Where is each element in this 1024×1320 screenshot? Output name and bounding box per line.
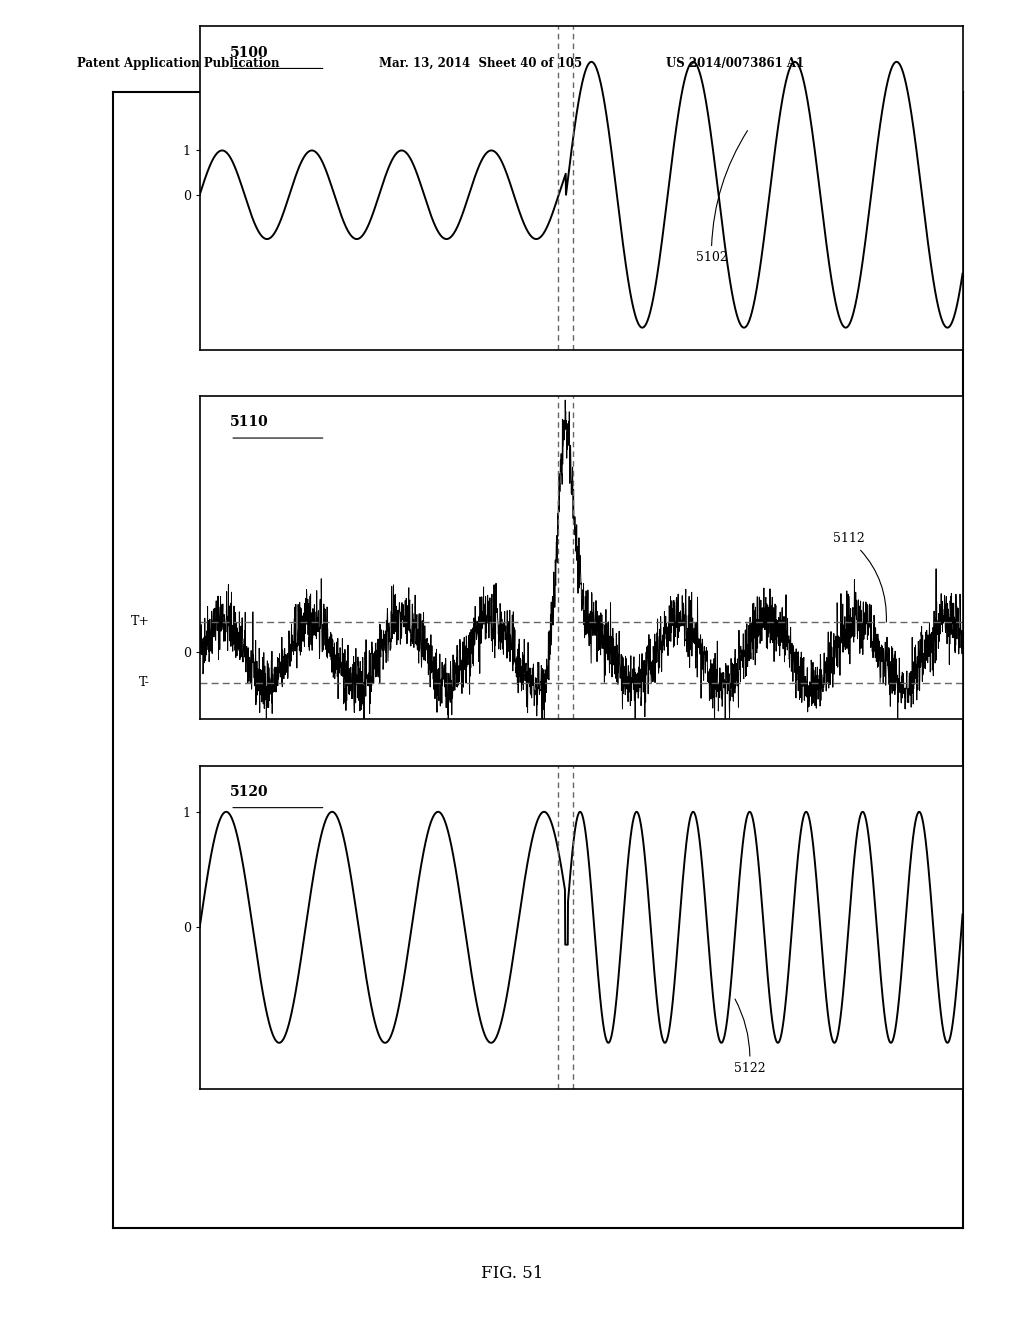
Text: FIG. 51: FIG. 51	[481, 1265, 543, 1282]
Text: 5100: 5100	[230, 46, 269, 59]
Text: US 2014/0073861 A1: US 2014/0073861 A1	[666, 57, 804, 70]
Text: 5112: 5112	[833, 532, 887, 622]
Text: T+: T+	[131, 615, 151, 628]
Text: 5110: 5110	[230, 416, 269, 429]
Text: Patent Application Publication: Patent Application Publication	[77, 57, 280, 70]
Text: T-: T-	[139, 676, 151, 689]
Text: 5122: 5122	[733, 999, 765, 1074]
Text: 5120: 5120	[230, 785, 269, 799]
Text: 5102: 5102	[695, 131, 748, 264]
Text: Mar. 13, 2014  Sheet 40 of 105: Mar. 13, 2014 Sheet 40 of 105	[379, 57, 582, 70]
